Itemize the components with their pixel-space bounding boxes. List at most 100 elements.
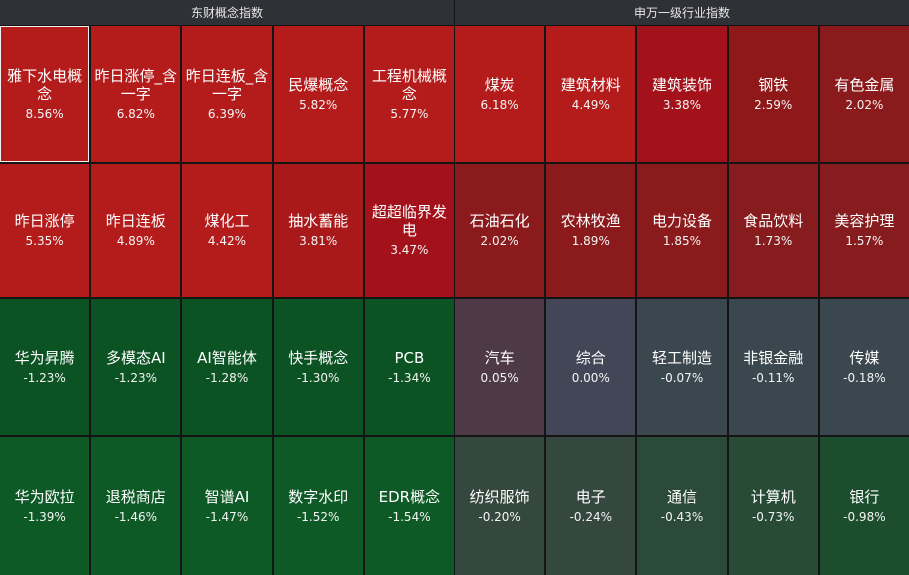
tile-change-percent: 2.59%: [754, 97, 793, 112]
tile-change-percent: 2.02%: [845, 97, 884, 112]
tile-change-percent: 5.77%: [390, 106, 429, 121]
tile-change-percent: -0.07%: [660, 370, 704, 385]
heatmap-tile[interactable]: 快手概念 -1.30%: [273, 299, 363, 435]
heatmap-tile[interactable]: 纺织服饰 -0.20%: [455, 437, 545, 575]
heatmap-tile[interactable]: 建筑装饰 3.38%: [637, 26, 727, 162]
tile-name: 建筑材料: [560, 75, 621, 94]
heatmap-tile[interactable]: 银行 -0.98%: [819, 437, 909, 575]
heatmap-tile[interactable]: 工程机械概念 5.77%: [364, 26, 454, 162]
tile-name: 农林牧渔: [560, 212, 621, 230]
heatmap-tile[interactable]: 超超临界发电 3.47%: [364, 164, 454, 297]
heatmap-tile[interactable]: 昨日涨停_含一字 6.82%: [91, 26, 181, 162]
tile-name: 美容护理: [834, 212, 895, 230]
heatmap-tile[interactable]: 雅下水电概念 8.56%: [0, 26, 90, 162]
tile-change-percent: 1.85%: [662, 234, 702, 248]
heatmap-tile[interactable]: 数字水印 -1.52%: [273, 437, 363, 575]
heatmap-tile[interactable]: 通信 -0.43%: [637, 437, 727, 575]
tile-name: 电力设备: [651, 212, 712, 230]
heatmap-tile[interactable]: 退税商店 -1.46%: [91, 437, 181, 575]
heatmap-tile[interactable]: 建筑材料 4.49%: [546, 26, 636, 162]
tile-change-percent: 1.57%: [845, 234, 884, 248]
tile-change-percent: 5.35%: [25, 234, 64, 248]
tile-name: 传媒: [849, 348, 880, 367]
heatmap-tile[interactable]: 计算机 -0.73%: [728, 437, 818, 575]
heatmap-tile[interactable]: 食品饮料 1.73%: [728, 164, 818, 297]
heatmap-tile[interactable]: 华为昇腾 -1.23%: [0, 299, 90, 435]
tile-name: 电子: [575, 487, 606, 506]
tile-name: AI智能体: [197, 348, 257, 367]
tile-change-percent: 3.47%: [390, 243, 429, 257]
industry-index-panel: 申万一级行业指数 煤炭 6.18% 建筑材料 4.49% 建筑装饰 3.38% 钢铁 2.59…: [455, 0, 909, 575]
tile-name: 综合: [575, 348, 606, 367]
tile-change-percent: -0.98%: [843, 509, 886, 524]
heatmap-grid: 煤炭 6.18% 建筑材料 4.49% 建筑装饰 3.38% 钢铁 2.59% 有色金属 2.02…: [455, 26, 909, 575]
heatmap-tile[interactable]: 多模态AI -1.23%: [91, 299, 181, 435]
heatmap-tile[interactable]: 农林牧渔 1.89%: [546, 164, 636, 297]
tile-change-percent: 1.89%: [571, 234, 610, 248]
heatmap-tile[interactable]: 煤化工 4.42%: [182, 164, 272, 297]
heatmap-tile[interactable]: 传媒 -0.18%: [819, 299, 909, 435]
tile-change-percent: -0.24%: [569, 509, 613, 524]
heatmap-tile[interactable]: 电力设备 1.85%: [637, 164, 727, 297]
heatmap-tile[interactable]: 昨日连板_含一字 6.39%: [182, 26, 272, 162]
tile-name: 雅下水电概念: [7, 66, 83, 103]
heatmap-tile[interactable]: 有色金属 2.02%: [819, 26, 909, 162]
tile-change-percent: -1.23%: [114, 370, 158, 385]
tile-name: 建筑装饰: [651, 75, 712, 94]
tile-name: 通信: [666, 487, 697, 506]
heatmap-tile[interactable]: 汽车 0.05%: [455, 299, 545, 435]
tile-change-percent: -1.28%: [205, 370, 249, 385]
tile-change-percent: -0.11%: [751, 370, 795, 385]
tile-name: 昨日涨停_含一字: [94, 66, 178, 103]
tile-change-percent: 6.18%: [480, 97, 519, 112]
heatmap-tile[interactable]: PCB -1.34%: [364, 299, 454, 435]
tile-name: 轻工制造: [651, 348, 712, 367]
tile-name: 多模态AI: [105, 348, 166, 367]
tile-name: 钢铁: [758, 75, 789, 94]
tile-change-percent: -1.30%: [296, 370, 340, 385]
tile-name: 华为昇腾: [14, 348, 75, 367]
tile-change-percent: 1.73%: [754, 234, 793, 248]
heatmap-tile[interactable]: 昨日涨停 5.35%: [0, 164, 90, 297]
heatmap-tile[interactable]: 美容护理 1.57%: [819, 164, 909, 297]
tile-change-percent: 0.00%: [571, 370, 610, 385]
tile-change-percent: -0.73%: [751, 509, 795, 524]
tile-name: 纺织服饰: [469, 487, 530, 506]
tile-name: 民爆概念: [288, 75, 349, 94]
tile-change-percent: -1.47%: [205, 509, 249, 524]
heatmap-grid: 雅下水电概念 8.56% 昨日涨停_含一字 6.82% 昨日连板_含一字 6.39% 民爆概…: [0, 26, 454, 575]
panel-title: 申万一级行业指数: [455, 0, 909, 26]
heatmap-tile[interactable]: 非银金融 -0.11%: [728, 299, 818, 435]
tile-name: 抽水蓄能: [288, 212, 349, 230]
heatmap-tile[interactable]: 综合 0.00%: [546, 299, 636, 435]
tile-change-percent: -0.43%: [660, 509, 704, 524]
heatmap-tile[interactable]: 石油石化 2.02%: [455, 164, 545, 297]
heatmap-tile[interactable]: AI智能体 -1.28%: [182, 299, 272, 435]
tile-change-percent: 4.49%: [571, 97, 610, 112]
tile-name: 汽车: [484, 348, 515, 367]
heatmap-tile[interactable]: EDR概念 -1.54%: [364, 437, 454, 575]
tile-change-percent: 3.81%: [299, 234, 338, 248]
tile-change-percent: 2.02%: [480, 234, 519, 248]
heatmap-tile[interactable]: 民爆概念 5.82%: [273, 26, 363, 162]
tile-change-percent: -0.18%: [843, 370, 886, 385]
tile-name: 计算机: [750, 487, 796, 506]
tile-change-percent: -1.52%: [296, 509, 340, 524]
heatmap-tile[interactable]: 抽水蓄能 3.81%: [273, 164, 363, 297]
tile-name: 昨日连板_含一字: [185, 66, 269, 103]
tile-change-percent: 6.39%: [207, 106, 247, 121]
heatmap-tile[interactable]: 轻工制造 -0.07%: [637, 299, 727, 435]
heatmap-tile[interactable]: 煤炭 6.18%: [455, 26, 545, 162]
tile-change-percent: 4.89%: [116, 234, 155, 248]
heatmap-tile[interactable]: 华为欧拉 -1.39%: [0, 437, 90, 575]
heatmap-tile[interactable]: 智谱AI -1.47%: [182, 437, 272, 575]
tile-change-percent: 6.82%: [116, 106, 155, 121]
heatmap-tile[interactable]: 钢铁 2.59%: [728, 26, 818, 162]
tile-name: EDR概念: [378, 487, 441, 506]
concept-index-panel: 东财概念指数 雅下水电概念 8.56% 昨日涨停_含一字 6.82% 昨日连板_含一字 6…: [0, 0, 454, 575]
tile-name: 华为欧拉: [14, 487, 75, 506]
heatmap-tile[interactable]: 电子 -0.24%: [546, 437, 636, 575]
tile-name: 工程机械概念: [371, 66, 447, 103]
tile-name: 食品饮料: [743, 212, 804, 230]
heatmap-tile[interactable]: 昨日连板 4.89%: [91, 164, 181, 297]
